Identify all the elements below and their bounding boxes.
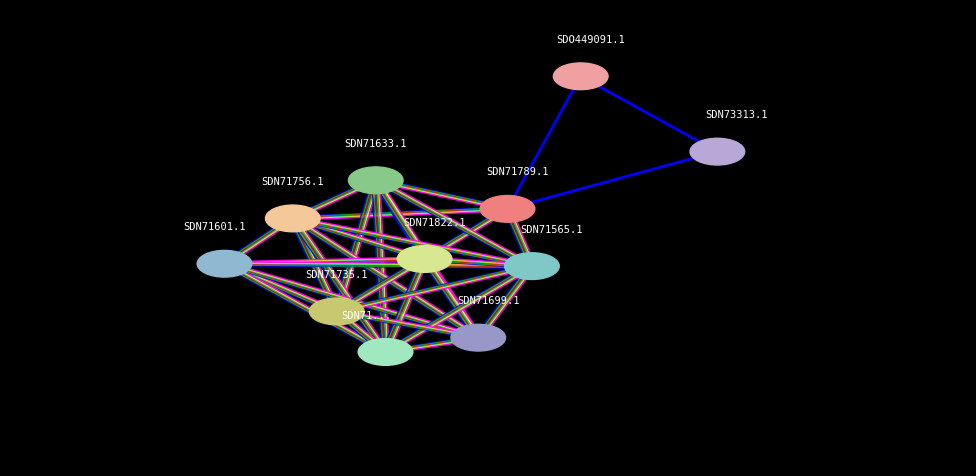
Text: SDN71633.1: SDN71633.1 — [345, 139, 407, 149]
Text: SDN71699.1: SDN71699.1 — [457, 296, 519, 306]
Text: SDN71756.1: SDN71756.1 — [262, 177, 324, 187]
Text: SDN71565.1: SDN71565.1 — [520, 224, 583, 234]
Circle shape — [505, 253, 559, 280]
Circle shape — [553, 64, 608, 90]
Text: SDN71601.1: SDN71601.1 — [183, 222, 246, 232]
Text: SDO449091.1: SDO449091.1 — [556, 35, 625, 45]
Circle shape — [348, 168, 403, 194]
Text: SDN71...: SDN71... — [341, 310, 391, 320]
Circle shape — [309, 298, 364, 325]
Circle shape — [451, 325, 506, 351]
Text: SDN71735.1: SDN71735.1 — [305, 269, 368, 279]
Circle shape — [358, 339, 413, 366]
Text: SDN73313.1: SDN73313.1 — [706, 110, 768, 120]
Circle shape — [265, 206, 320, 232]
Text: SDN71822.1: SDN71822.1 — [403, 217, 466, 227]
Circle shape — [397, 246, 452, 273]
Text: SDN71789.1: SDN71789.1 — [486, 167, 549, 177]
Circle shape — [197, 251, 252, 278]
Circle shape — [480, 196, 535, 223]
Circle shape — [690, 139, 745, 166]
